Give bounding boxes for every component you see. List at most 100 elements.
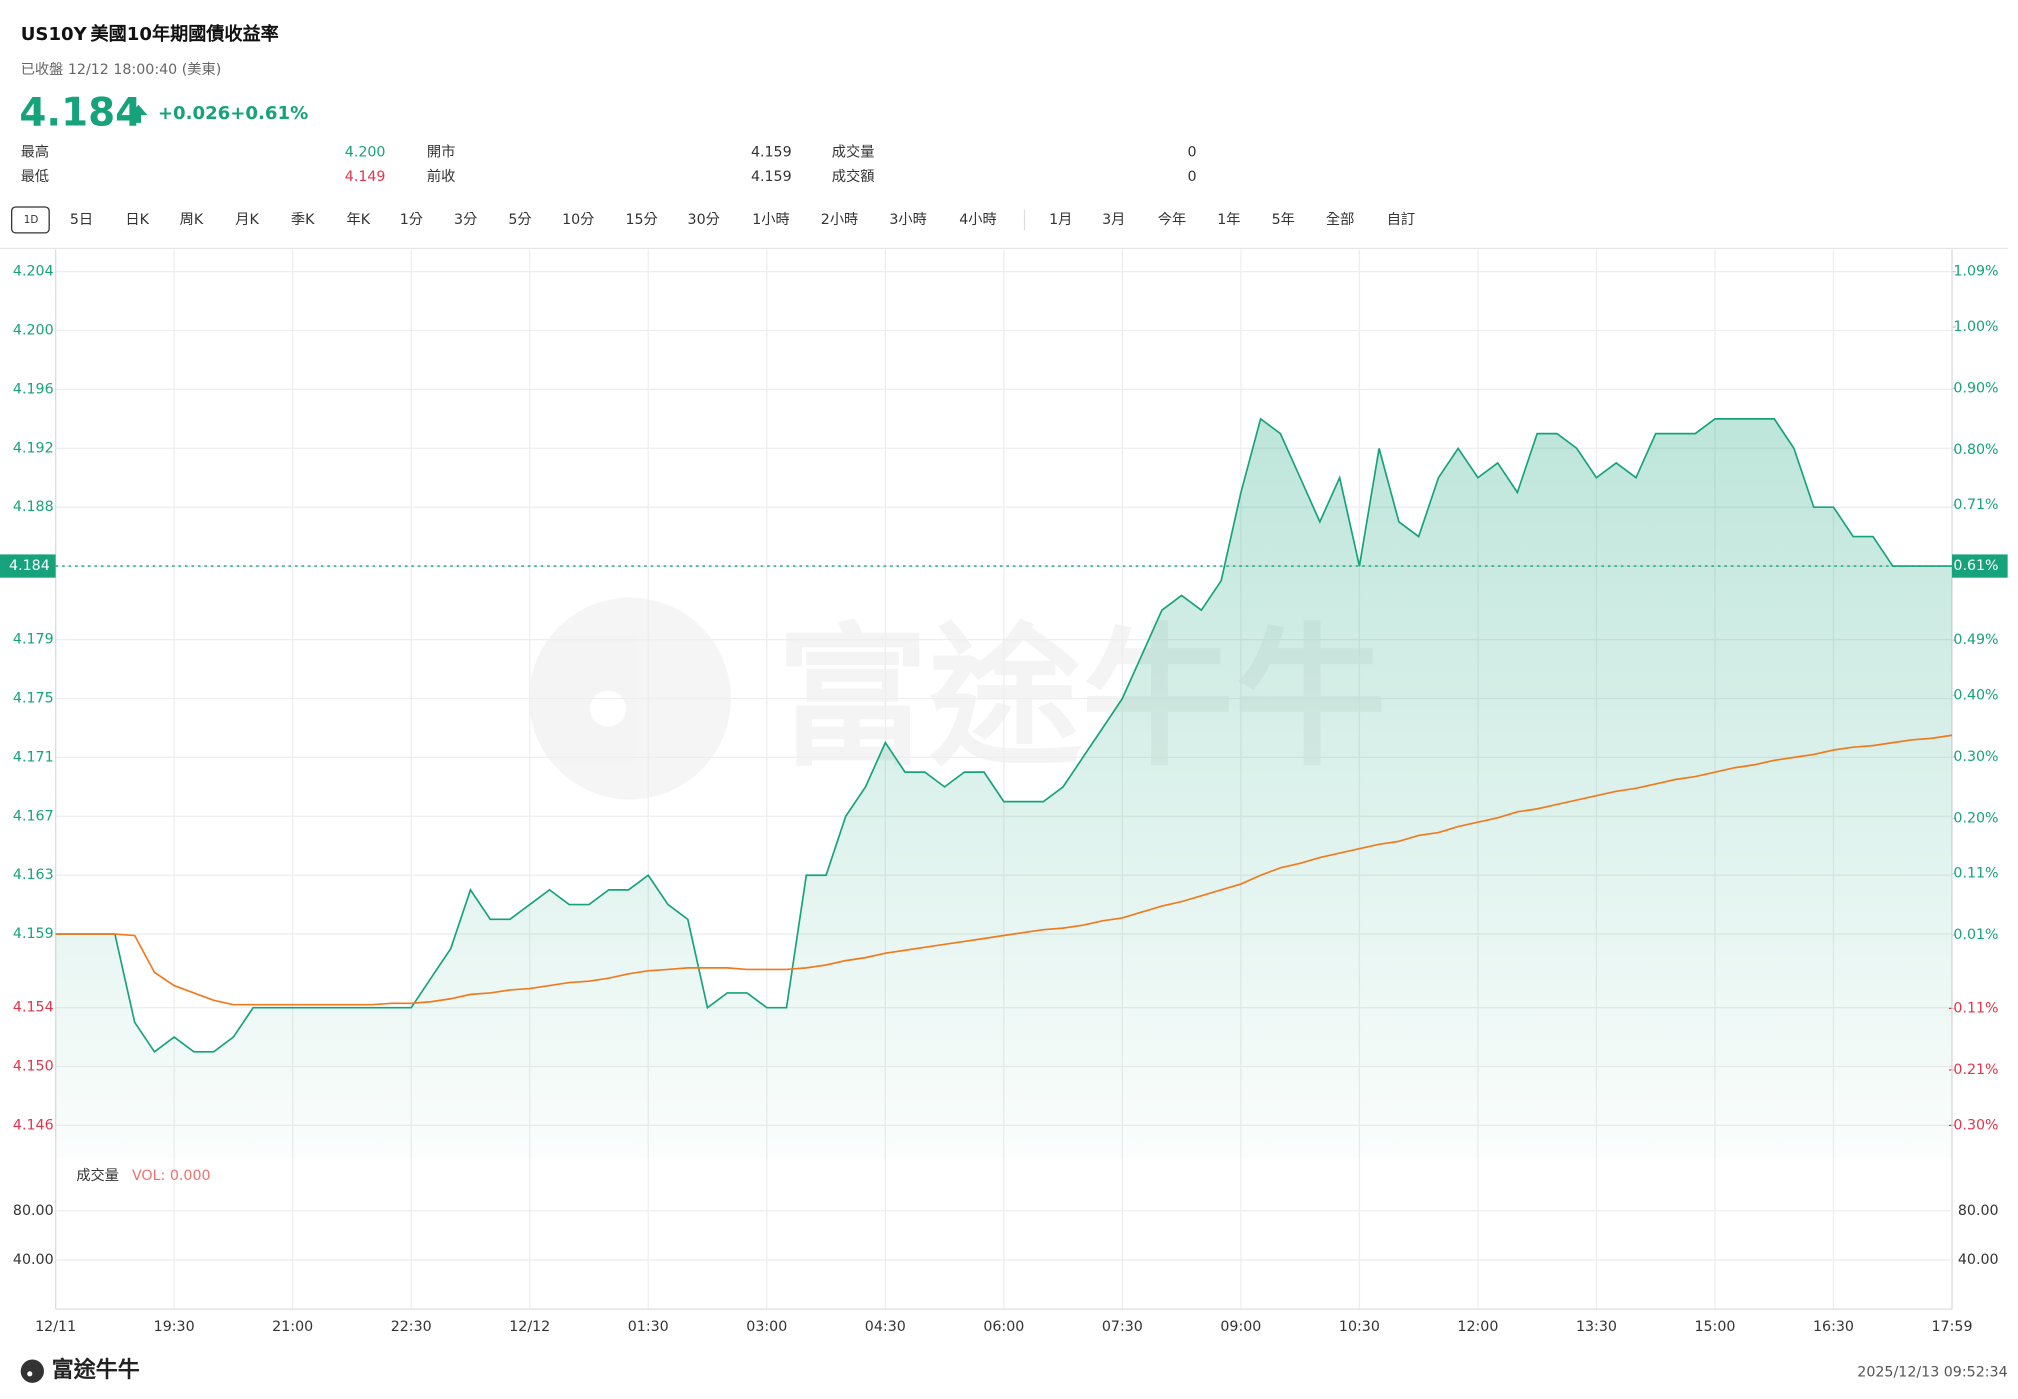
- volume-title: 成交量: [76, 1166, 119, 1184]
- brand-logo-eye: [27, 1371, 33, 1377]
- y2-tick-label: 0.40%: [1953, 687, 1998, 703]
- x-tick-label: 03:00: [746, 1319, 787, 1335]
- y-tick-label: 4.159: [13, 926, 54, 942]
- timeframe-tab[interactable]: 3月: [1102, 212, 1125, 228]
- volume-tick-label-right: 40.00: [1958, 1252, 1999, 1268]
- active-tab-box: [11, 206, 50, 234]
- brand-logo: [20, 1359, 44, 1383]
- timeframe-tab[interactable]: 自訂: [1387, 211, 1415, 228]
- stat-value: 4.200: [345, 145, 386, 161]
- y2-tick-label: -0.21%: [1948, 1062, 1998, 1078]
- x-tick-label: 12/12: [509, 1319, 550, 1335]
- x-tick-label: 12:00: [1457, 1319, 1498, 1335]
- y2-tick-label: -0.11%: [1948, 1001, 1998, 1017]
- timeframe-tab[interactable]: 1D: [24, 214, 39, 226]
- x-tick-label: 15:00: [1694, 1319, 1735, 1335]
- x-tick-label: 19:30: [154, 1319, 195, 1335]
- stat-label: 最高: [21, 144, 49, 161]
- y2-tick-label: 0.20%: [1953, 810, 1998, 826]
- timeframe-tab[interactable]: 日K: [125, 212, 149, 228]
- y-tick-label: 4.163: [13, 867, 54, 883]
- y2-tick-label: 0.71%: [1953, 497, 1998, 513]
- y-tick-label: 4.146: [13, 1117, 54, 1133]
- timeframe-tab[interactable]: 周K: [180, 212, 204, 228]
- current-price-label: 4.184: [9, 558, 50, 574]
- x-tick-label: 17:59: [1932, 1319, 1973, 1335]
- timeframe-tab[interactable]: 1月: [1049, 212, 1072, 228]
- x-tick-label: 16:30: [1813, 1319, 1854, 1335]
- volume-tick-label: 80.00: [13, 1203, 54, 1219]
- timeframe-tab[interactable]: 月K: [235, 212, 259, 228]
- price-line: [55, 417, 1953, 1054]
- y-tick-label: 4.179: [13, 632, 54, 648]
- y-tick-label: 4.150: [13, 1059, 54, 1075]
- x-tick-label: 01:30: [628, 1319, 669, 1335]
- x-tick-label: 09:00: [1220, 1319, 1261, 1335]
- timeframe-tab[interactable]: 年K: [347, 211, 371, 228]
- stat-value: 0: [1188, 145, 1197, 161]
- stat-value: 0: [1188, 169, 1197, 185]
- stat-value: 4.159: [751, 145, 792, 161]
- stat-label: 開市: [427, 144, 455, 161]
- y-tick-label: 4.188: [13, 499, 54, 515]
- instrument-name: 美國10年期國債收益率: [91, 23, 279, 45]
- timeframe-tab[interactable]: 全部: [1326, 211, 1354, 228]
- x-tick-label: 07:30: [1102, 1319, 1143, 1335]
- y2-tick-label: 0.11%: [1953, 866, 1998, 882]
- volume-tick-label: 40.00: [13, 1252, 54, 1268]
- x-tick-label: 21:00: [272, 1319, 313, 1335]
- timeframe-tab[interactable]: 2小時: [821, 211, 858, 228]
- brand-name: 富途牛牛: [52, 1357, 140, 1383]
- timeframe-tab[interactable]: 4小時: [959, 211, 996, 228]
- timeframe-tab[interactable]: 5日: [70, 212, 93, 228]
- volume-legend: VOL: 0.000: [132, 1168, 211, 1184]
- y-tick-label: 4.192: [13, 440, 54, 456]
- y2-tick-label: 0.30%: [1953, 749, 1998, 765]
- volume-tick-label-right: 80.00: [1958, 1203, 1999, 1219]
- last-price: 4.184: [19, 91, 142, 136]
- y-tick-label: 4.171: [13, 749, 54, 765]
- stat-value: 4.159: [751, 169, 792, 185]
- timeframe-tab[interactable]: 15分: [625, 211, 657, 228]
- y2-tick-label: 1.00%: [1953, 319, 1998, 335]
- x-tick-label: 22:30: [391, 1319, 432, 1335]
- price-change-pct: +0.61%: [230, 103, 308, 124]
- timeframe-tab[interactable]: 5分: [508, 211, 531, 228]
- timeframe-tab[interactable]: 3小時: [889, 211, 926, 228]
- y-tick-label: 4.167: [13, 808, 54, 824]
- y2-tick-label: 1.09%: [1953, 264, 1998, 280]
- x-tick-label: 13:30: [1576, 1319, 1617, 1335]
- y2-tick-label: 0.49%: [1953, 632, 1998, 648]
- watermark-logo-eye: [589, 690, 627, 727]
- current-price-badge: [0, 554, 56, 578]
- timeframe-tab[interactable]: 今年: [1158, 211, 1186, 228]
- x-tick-label: 10:30: [1339, 1319, 1380, 1335]
- timeframe-tab[interactable]: 30分: [688, 211, 720, 228]
- timeframe-tab[interactable]: 3分: [454, 211, 477, 228]
- current-pct-badge: [1952, 554, 2008, 578]
- timeframe-tab[interactable]: 5年: [1272, 211, 1295, 228]
- y2-tick-label: 0.80%: [1953, 442, 1998, 458]
- stat-label: 成交量: [832, 143, 875, 161]
- symbol: US10Y: [21, 24, 88, 45]
- x-tick-label: 06:00: [983, 1319, 1024, 1335]
- current-pct-label: 0.61%: [1953, 558, 1998, 574]
- timeframe-tab[interactable]: 1年: [1217, 211, 1240, 228]
- y2-tick-label: -0.30%: [1948, 1117, 1998, 1133]
- y-tick-label: 4.204: [13, 264, 54, 280]
- timeframe-tab[interactable]: 10分: [562, 211, 594, 228]
- stat-value: 4.149: [345, 169, 386, 185]
- price-change: +0.026: [158, 103, 230, 124]
- timeframe-tab[interactable]: 1分: [400, 211, 423, 228]
- timeframe-tab[interactable]: 1小時: [752, 211, 789, 228]
- stat-label: 前收: [427, 168, 455, 185]
- x-tick-label: 12/11: [35, 1319, 76, 1335]
- timestamp: 2025/12/13 09:52:34: [1857, 1364, 2007, 1380]
- timeframe-tab[interactable]: 季K: [291, 211, 315, 228]
- up-arrow: [129, 104, 148, 123]
- y-tick-label: 4.196: [13, 381, 54, 397]
- average-line: [55, 734, 1953, 1006]
- y-tick-label: 4.200: [13, 323, 54, 339]
